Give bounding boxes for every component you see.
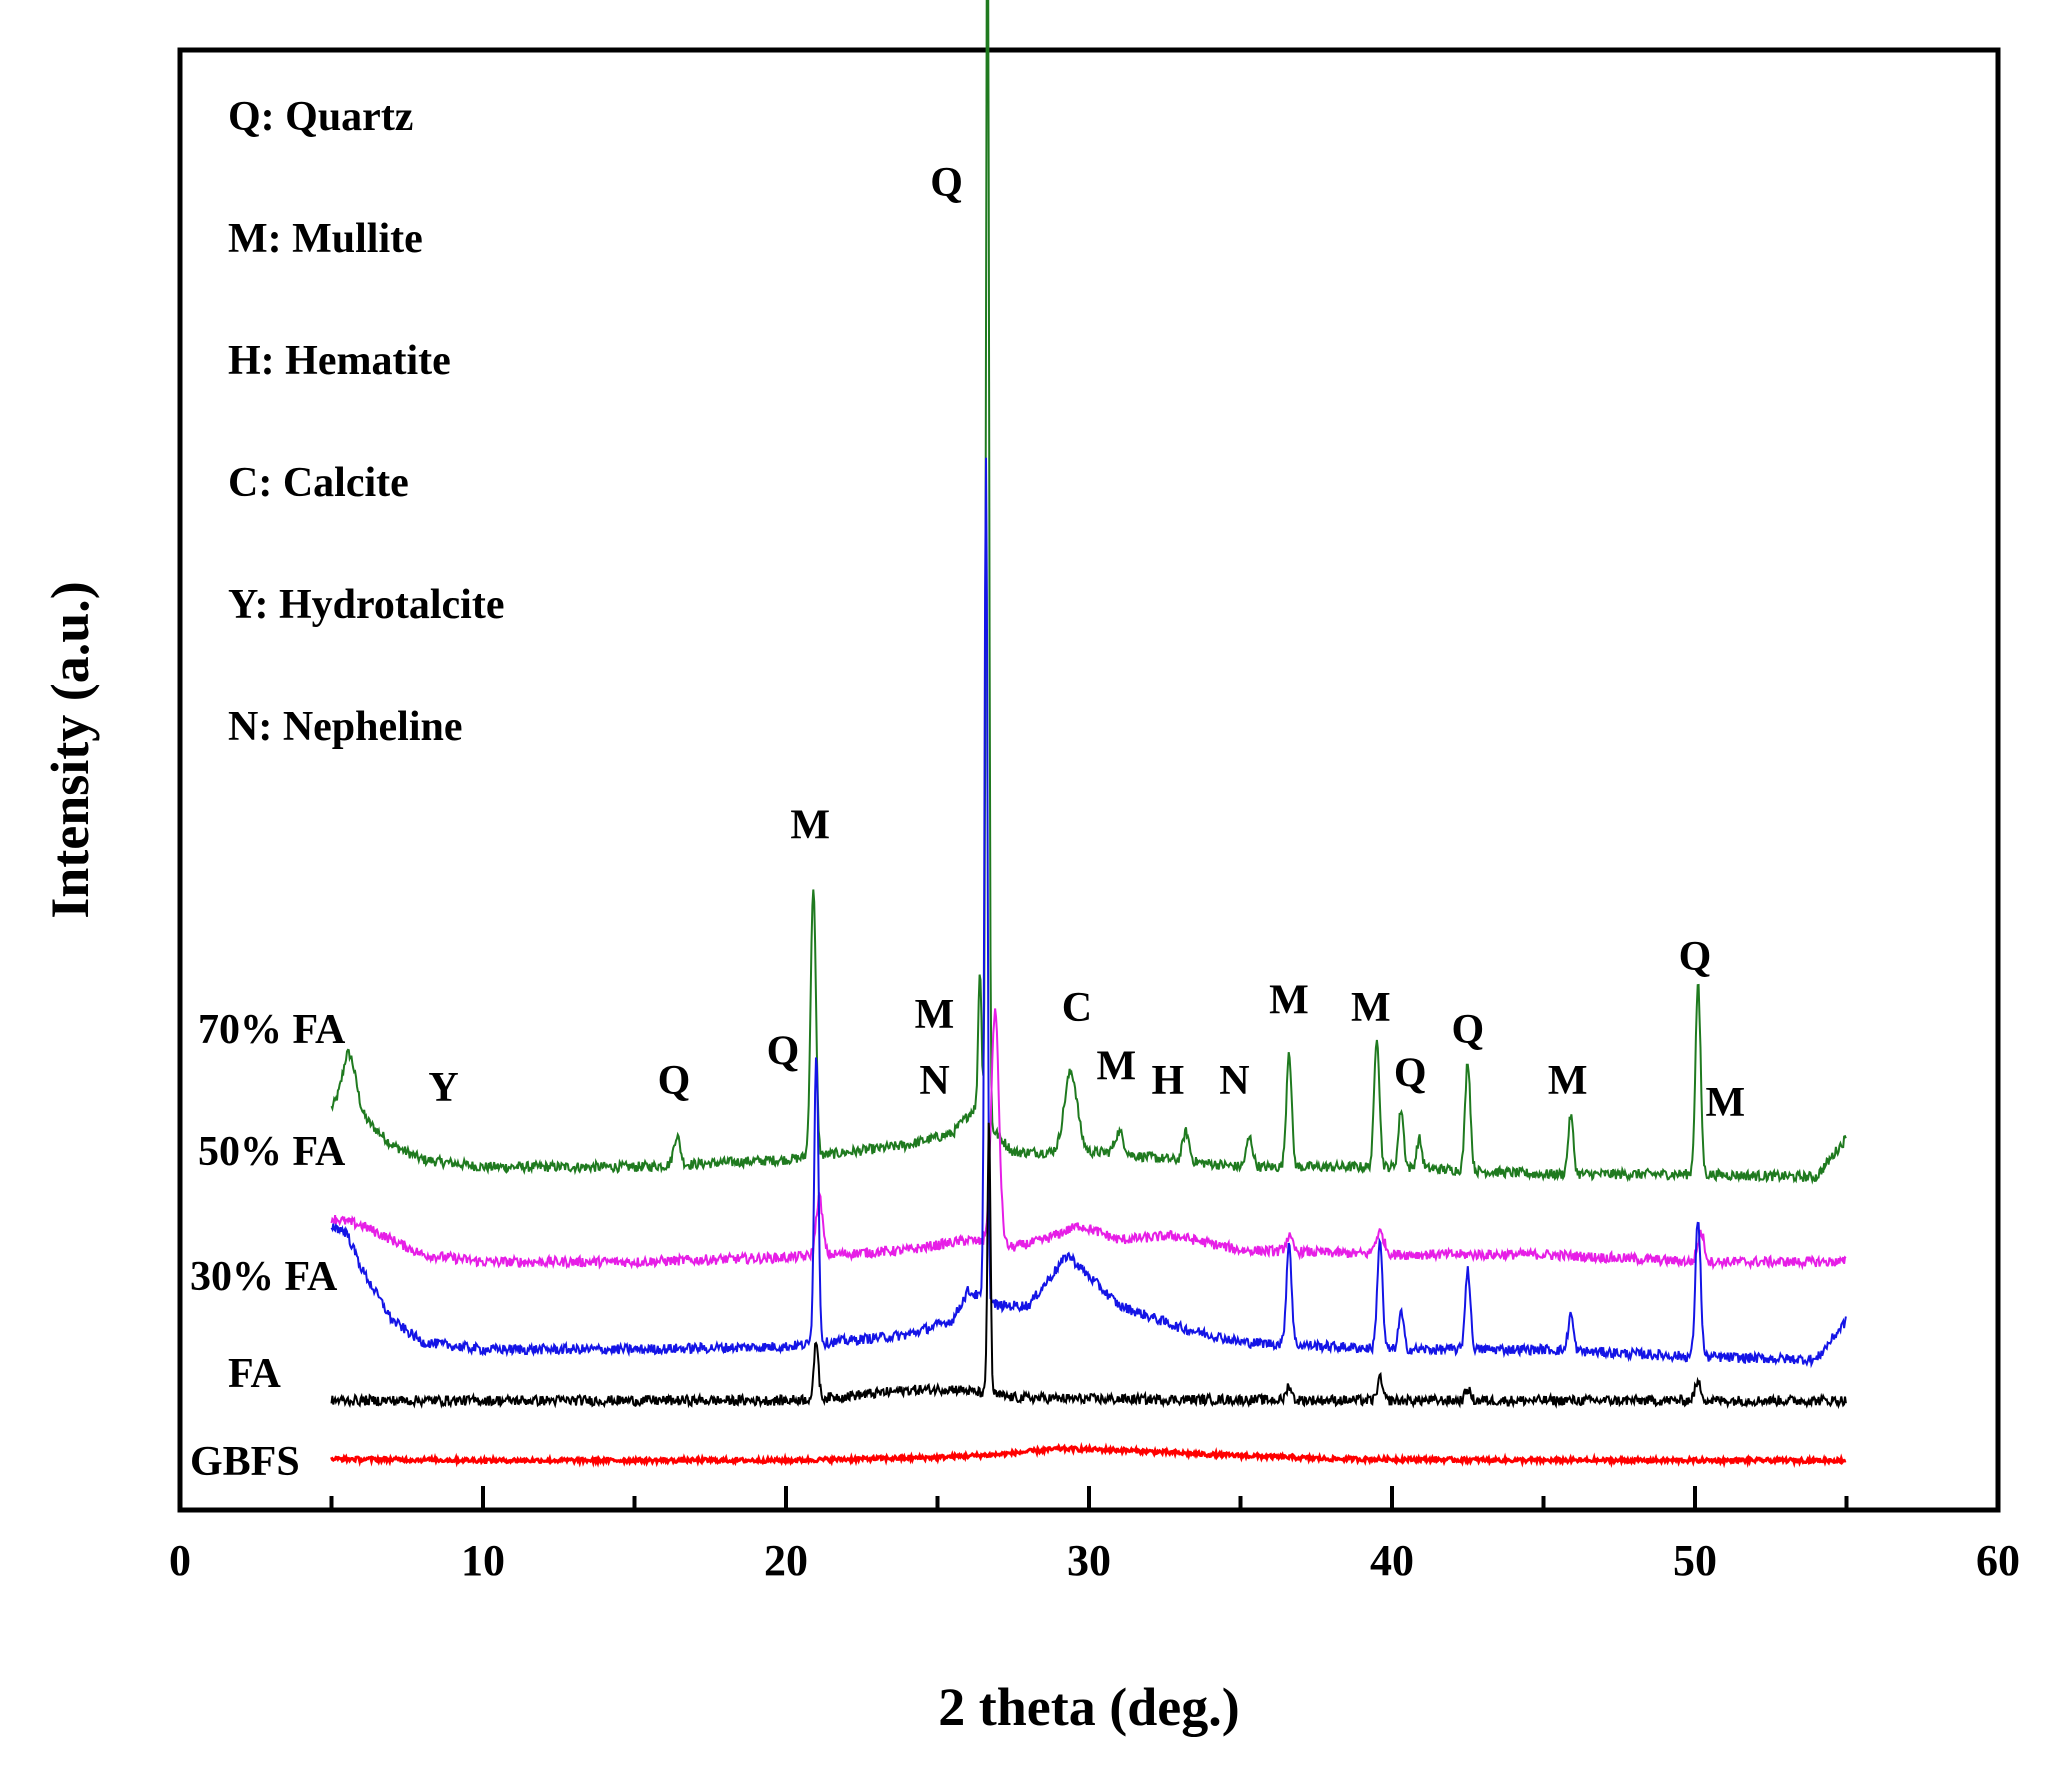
series-label: FA	[228, 1351, 282, 1397]
legend-entry: Q: Quartz	[228, 94, 413, 140]
x-tick-label: 50	[1673, 1536, 1717, 1585]
peak-annotation: Q	[658, 1058, 691, 1104]
series-line-gbfs	[330, 1441, 1847, 1469]
x-tick-label: 10	[461, 1536, 505, 1585]
peak-annotation: M	[1705, 1080, 1745, 1126]
x-tick-label: 20	[764, 1536, 808, 1585]
series-line-fa	[330, 1122, 1847, 1410]
peak-annotation: N	[919, 1058, 949, 1104]
peak-annotation: M	[915, 992, 955, 1038]
peak-annotation: Q	[1394, 1051, 1427, 1097]
series-label: GBFS	[190, 1439, 300, 1485]
series-layer	[330, 0, 1847, 1469]
legend-entry: N: Nepheline	[228, 704, 463, 750]
peak-annotation: Q	[1451, 1007, 1484, 1053]
peak-annotation: Q	[767, 1029, 800, 1075]
legend-entry: M: Mullite	[228, 216, 423, 262]
peak-annotation: M	[1548, 1058, 1588, 1104]
legend-entry: H: Hematite	[228, 338, 451, 384]
peak-annotation: M	[790, 802, 830, 848]
peak-annotation: M	[1351, 985, 1391, 1031]
x-tick-label: 60	[1976, 1536, 2020, 1585]
series-label: 70% FA	[198, 1007, 346, 1053]
peak-annotation: M	[1096, 1043, 1136, 1089]
peak-annotation: M	[1269, 978, 1309, 1024]
x-tick-label: 40	[1370, 1536, 1414, 1585]
plot-frame	[177, 47, 2001, 1513]
series-label: 30% FA	[190, 1254, 338, 1300]
series-label: 50% FA	[198, 1129, 346, 1175]
y-axis-title: Intensity (a.u.)	[40, 581, 100, 919]
x-tick-label: 30	[1067, 1536, 1111, 1585]
series-labels: 70% FA 50% FA 30% FA FA GBFS	[190, 1007, 346, 1485]
peak-annotation: C	[1062, 985, 1092, 1031]
peak-annotation: H	[1151, 1058, 1184, 1104]
peak-annotation: Q	[1679, 934, 1712, 980]
peak-annotation: N	[1219, 1058, 1249, 1104]
legend-entry: Y: Hydrotalcite	[228, 582, 504, 628]
series-line-30-fa	[330, 457, 1847, 1369]
series-line-70-fa	[330, 0, 1847, 1185]
legend: Q: Quartz M: Mullite H: Hematite C: Calcite…	[228, 94, 504, 750]
x-axis-title: 2 theta (deg.)	[938, 1677, 1239, 1737]
legend-entry: C: Calcite	[228, 460, 409, 506]
peak-annotation: Y	[428, 1065, 458, 1111]
x-axis: 0 10 20 30 40 50 60	[169, 1486, 2020, 1585]
peak-annotation: Q	[930, 160, 963, 206]
x-tick-label: 0	[169, 1536, 191, 1585]
series-line-50-fa	[330, 1008, 1847, 1271]
